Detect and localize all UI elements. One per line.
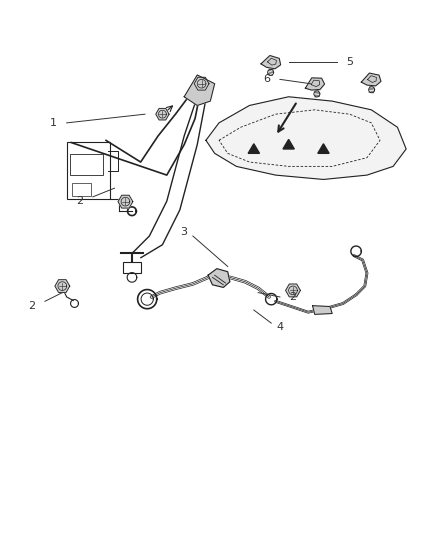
Polygon shape: [208, 269, 230, 287]
Polygon shape: [305, 78, 325, 90]
Bar: [70, 154, 103, 175]
Text: 2: 2: [290, 292, 297, 302]
Text: 2: 2: [28, 301, 35, 311]
Polygon shape: [184, 75, 215, 106]
Polygon shape: [313, 305, 332, 314]
Polygon shape: [248, 144, 259, 154]
Bar: [123, 262, 141, 273]
Polygon shape: [361, 73, 381, 86]
Text: 4: 4: [276, 322, 283, 333]
Text: 2: 2: [76, 196, 83, 206]
Polygon shape: [206, 97, 406, 180]
Polygon shape: [261, 55, 281, 69]
Polygon shape: [55, 280, 70, 293]
Bar: [67, 142, 110, 199]
Polygon shape: [156, 108, 169, 120]
Text: 5: 5: [346, 57, 353, 67]
Polygon shape: [286, 284, 300, 297]
Text: 6: 6: [263, 75, 270, 84]
Polygon shape: [118, 195, 133, 208]
Polygon shape: [318, 144, 329, 154]
Text: 3: 3: [181, 227, 187, 237]
Bar: [72, 183, 92, 196]
Text: 1: 1: [50, 118, 57, 128]
Polygon shape: [194, 77, 209, 90]
Polygon shape: [283, 140, 294, 149]
